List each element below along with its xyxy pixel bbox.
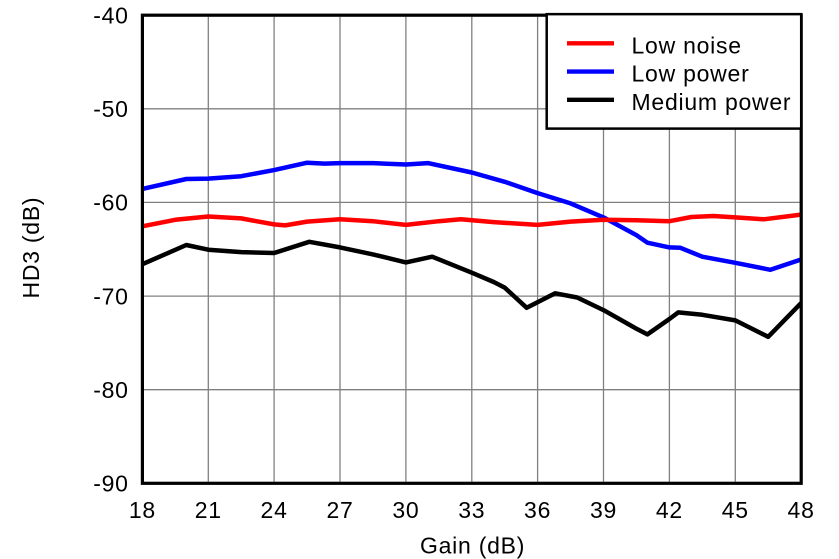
svg-text:21: 21 [195, 497, 222, 523]
svg-text:27: 27 [326, 497, 353, 523]
svg-text:18: 18 [129, 497, 156, 523]
svg-text:Medium power: Medium power [632, 89, 792, 115]
svg-text:24: 24 [261, 497, 288, 523]
svg-text:33: 33 [458, 497, 485, 523]
svg-text:45: 45 [722, 497, 749, 523]
svg-text:HD3 (dB): HD3 (dB) [18, 197, 44, 299]
svg-text:-80: -80 [93, 377, 129, 403]
svg-text:-40: -40 [93, 3, 129, 29]
svg-text:-90: -90 [93, 471, 129, 497]
svg-text:30: 30 [392, 497, 419, 523]
svg-text:Low power: Low power [632, 61, 750, 87]
svg-text:42: 42 [656, 497, 683, 523]
svg-text:-70: -70 [93, 283, 129, 309]
svg-text:Gain (dB): Gain (dB) [420, 532, 525, 558]
svg-text:-50: -50 [93, 96, 129, 122]
svg-text:48: 48 [788, 497, 815, 523]
svg-text:-60: -60 [93, 190, 129, 216]
svg-text:Low noise: Low noise [632, 32, 742, 58]
svg-text:36: 36 [524, 497, 551, 523]
svg-text:39: 39 [590, 497, 617, 523]
